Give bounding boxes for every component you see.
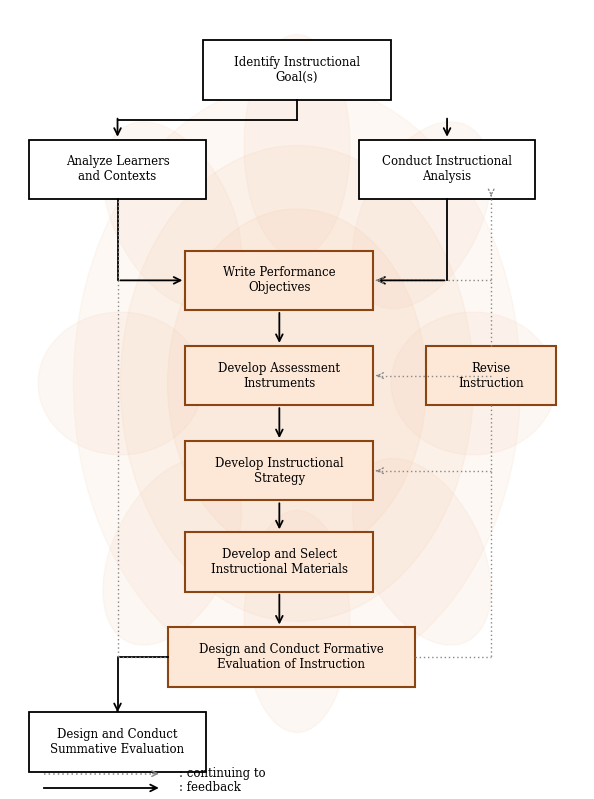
Text: : feedback: : feedback: [179, 781, 241, 794]
FancyBboxPatch shape: [203, 41, 391, 100]
Text: Design and Conduct
Summative Evaluation: Design and Conduct Summative Evaluation: [50, 728, 185, 756]
Text: Analyze Learners
and Contexts: Analyze Learners and Contexts: [66, 155, 169, 183]
Ellipse shape: [103, 459, 241, 645]
FancyBboxPatch shape: [168, 627, 415, 687]
FancyBboxPatch shape: [29, 712, 206, 772]
FancyBboxPatch shape: [185, 532, 374, 591]
Ellipse shape: [353, 122, 491, 308]
Text: Develop and Select
Instructional Materials: Develop and Select Instructional Materia…: [211, 548, 348, 576]
Text: Develop Assessment
Instruments: Develop Assessment Instruments: [219, 361, 340, 390]
Text: Write Performance
Objectives: Write Performance Objectives: [223, 266, 336, 294]
Text: Design and Conduct Formative
Evaluation of Instruction: Design and Conduct Formative Evaluation …: [199, 643, 384, 671]
Circle shape: [121, 145, 473, 622]
FancyBboxPatch shape: [426, 346, 556, 405]
Circle shape: [168, 209, 426, 558]
Ellipse shape: [391, 312, 556, 455]
FancyBboxPatch shape: [185, 251, 374, 310]
FancyBboxPatch shape: [185, 441, 374, 500]
Text: Develop Instructional
Strategy: Develop Instructional Strategy: [215, 457, 344, 485]
FancyBboxPatch shape: [29, 140, 206, 199]
FancyBboxPatch shape: [359, 140, 535, 199]
Text: Revise
Instruction: Revise Instruction: [459, 361, 524, 390]
Ellipse shape: [103, 122, 241, 308]
Ellipse shape: [38, 312, 203, 455]
Text: Conduct Instructional
Analysis: Conduct Instructional Analysis: [382, 155, 512, 183]
Circle shape: [74, 82, 520, 685]
Ellipse shape: [244, 511, 350, 733]
Text: : continuing to: : continuing to: [179, 767, 266, 780]
Ellipse shape: [244, 34, 350, 256]
FancyBboxPatch shape: [185, 346, 374, 405]
Ellipse shape: [353, 459, 491, 645]
Text: Identify Instructional
Goal(s): Identify Instructional Goal(s): [234, 56, 360, 84]
